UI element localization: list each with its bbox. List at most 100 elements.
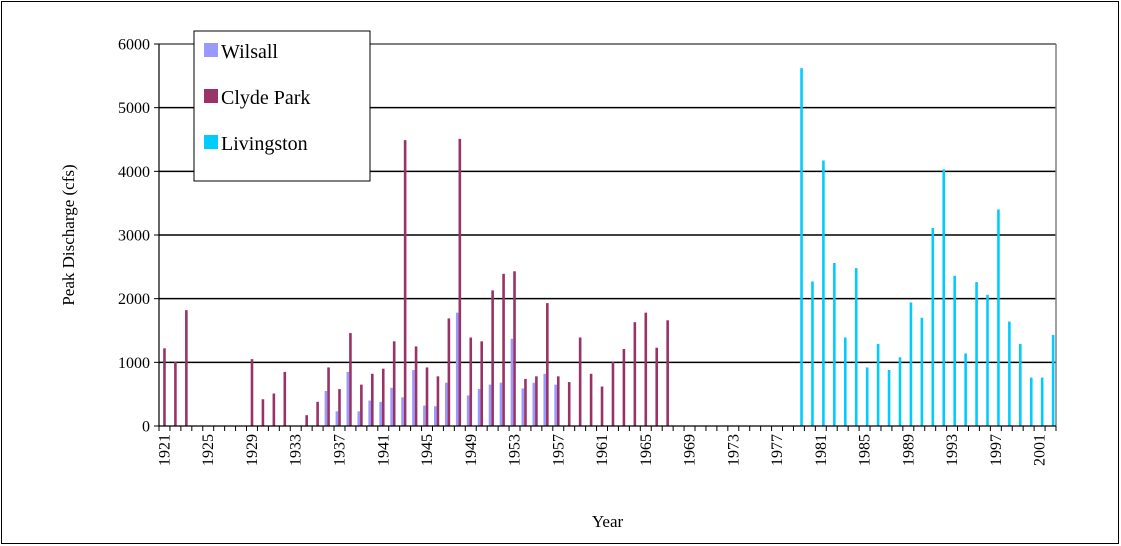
bar-livingston-1979 bbox=[800, 68, 803, 426]
bar-clyde-park-1939 bbox=[360, 384, 363, 426]
bar-livingston-1983 bbox=[843, 337, 847, 426]
bar-wilsall-1940 bbox=[368, 400, 371, 426]
bar-wilsall-1957 bbox=[554, 384, 557, 426]
bar-clyde-park-1945 bbox=[425, 367, 429, 426]
y-tick-label-6000: 6000 bbox=[118, 37, 150, 54]
bar-clyde-park-1922 bbox=[174, 361, 177, 426]
bar-livingston-2002 bbox=[1051, 334, 1055, 426]
legend-label-clyde-park: Clyde Park bbox=[221, 87, 310, 109]
bar-clyde-park-1946 bbox=[436, 376, 440, 426]
bar-clyde-park-1949 bbox=[469, 337, 473, 426]
bar-clyde-park-1964 bbox=[633, 322, 637, 426]
bar-wilsall-1941 bbox=[379, 401, 382, 426]
x-tick-label-1945: 1945 bbox=[419, 434, 436, 466]
bar-clyde-park-1930 bbox=[261, 399, 265, 426]
legend-swatch-wilsall bbox=[204, 43, 218, 57]
bar-livingston-1980 bbox=[811, 281, 814, 426]
x-tick-label-1977: 1977 bbox=[769, 434, 786, 466]
bar-livingston-2001 bbox=[1040, 377, 1044, 426]
bar-clyde-park-1954 bbox=[524, 378, 527, 426]
bar-clyde-park-1957 bbox=[556, 376, 560, 426]
x-tick-label-1957: 1957 bbox=[550, 434, 567, 466]
bar-clyde-park-1965 bbox=[644, 312, 648, 426]
bar-livingston-1985 bbox=[865, 367, 869, 426]
bar-livingston-1982 bbox=[833, 263, 836, 426]
bar-livingston-1998 bbox=[1008, 321, 1011, 426]
bar-wilsall-1945 bbox=[423, 405, 426, 426]
bar-livingston-1996 bbox=[986, 294, 989, 426]
x-tick-label-1997: 1997 bbox=[988, 434, 1005, 466]
bar-livingston-1999 bbox=[1019, 343, 1022, 426]
y-axis-title: Peak Discharge (cfs) bbox=[59, 164, 78, 305]
x-tick-label-1981: 1981 bbox=[813, 434, 830, 466]
x-tick-label-1933: 1933 bbox=[288, 434, 305, 466]
bar-wilsall-1944 bbox=[412, 369, 415, 426]
x-tick-label-1929: 1929 bbox=[244, 434, 261, 466]
x-tick-label-1953: 1953 bbox=[507, 434, 524, 466]
bar-clyde-park-1953 bbox=[513, 271, 516, 426]
bar-livingston-1991 bbox=[931, 228, 935, 426]
y-tick-label-4000: 4000 bbox=[118, 164, 150, 181]
x-tick-label-1961: 1961 bbox=[594, 434, 611, 466]
bar-wilsall-1938 bbox=[346, 371, 350, 426]
bar-livingston-2000 bbox=[1029, 377, 1033, 426]
bar-wilsall-1952 bbox=[499, 382, 503, 426]
legend-label-wilsall: Wilsall bbox=[221, 41, 278, 63]
bar-clyde-park-1936 bbox=[327, 367, 330, 426]
bar-clyde-park-1950 bbox=[480, 341, 483, 426]
bar-wilsall-1949 bbox=[466, 395, 470, 426]
bar-clyde-park-1963 bbox=[622, 348, 626, 426]
bar-clyde-park-1956 bbox=[546, 303, 549, 426]
bar-livingston-1989 bbox=[909, 302, 913, 426]
x-tick-label-1969: 1969 bbox=[682, 434, 699, 466]
y-tick-label-1000: 1000 bbox=[118, 355, 150, 372]
bar-clyde-park-1947 bbox=[447, 318, 451, 426]
x-tick-label-1937: 1937 bbox=[331, 434, 348, 466]
bar-clyde-park-1932 bbox=[283, 371, 287, 426]
y-tick-label-2000: 2000 bbox=[118, 291, 150, 308]
bar-clyde-park-1942 bbox=[392, 341, 396, 426]
bar-livingston-1997 bbox=[997, 209, 1000, 426]
bar-clyde-park-1958 bbox=[567, 382, 571, 426]
bar-clyde-park-1959 bbox=[578, 337, 582, 426]
bar-clyde-park-1923 bbox=[185, 310, 188, 426]
bar-clyde-park-1929 bbox=[250, 359, 254, 426]
bar-livingston-1981 bbox=[822, 160, 825, 426]
x-tick-label-1941: 1941 bbox=[375, 434, 392, 466]
bar-clyde-park-1961 bbox=[600, 386, 604, 426]
bar-clyde-park-1943 bbox=[403, 140, 407, 426]
bar-clyde-park-1966 bbox=[655, 347, 659, 426]
y-tick-label-3000: 3000 bbox=[118, 228, 150, 245]
bar-livingston-1986 bbox=[876, 343, 880, 426]
axis-layer: 0 1000 2000 3000 4000 5000 6000 1921 1925 1929 193… bbox=[118, 37, 1057, 466]
legend-box bbox=[193, 30, 371, 182]
bar-clyde-park-1952 bbox=[502, 273, 505, 426]
bar-wilsall-1948 bbox=[455, 312, 459, 426]
bar-clyde-park-1931 bbox=[272, 393, 276, 426]
bar-clyde-park-1962 bbox=[611, 361, 615, 426]
bar-clyde-park-1937 bbox=[338, 389, 341, 426]
bar-livingston-1987 bbox=[887, 369, 891, 426]
bar-clyde-park-1944 bbox=[414, 346, 418, 426]
bar-clyde-park-1941 bbox=[381, 368, 385, 426]
bar-clyde-park-1934 bbox=[305, 415, 308, 426]
x-tick-label-1989: 1989 bbox=[900, 434, 917, 466]
bar-livingston-1984 bbox=[854, 268, 858, 426]
bar-livingston-1993 bbox=[953, 275, 956, 426]
bar-clyde-park-1955 bbox=[535, 376, 538, 426]
bar-wilsall-1937 bbox=[335, 411, 339, 426]
x-tick-label-1965: 1965 bbox=[638, 434, 655, 466]
x-tick-label-1993: 1993 bbox=[944, 434, 961, 466]
legend-label-livingston: Livingston bbox=[221, 133, 308, 155]
bar-clyde-park-1921 bbox=[163, 348, 166, 426]
bar-wilsall-1954 bbox=[521, 388, 525, 426]
bar-clyde-park-1951 bbox=[491, 290, 494, 426]
x-axis-title: Year bbox=[592, 512, 624, 531]
bar-livingston-1992 bbox=[942, 169, 946, 427]
bar-wilsall-1956 bbox=[543, 373, 547, 426]
x-tick-label-1921: 1921 bbox=[156, 434, 173, 466]
bar-wilsall-1943 bbox=[401, 397, 404, 426]
bar-wilsall-1950 bbox=[477, 389, 481, 426]
bar-livingston-1994 bbox=[964, 353, 967, 426]
